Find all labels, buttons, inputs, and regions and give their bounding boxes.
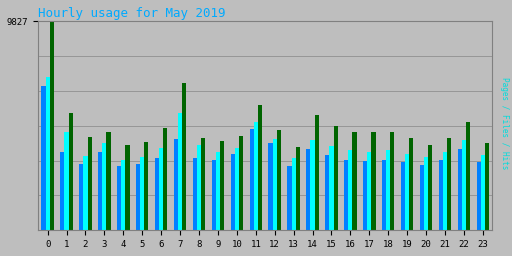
Bar: [306, 150, 310, 230]
Bar: [125, 145, 130, 230]
Bar: [481, 155, 485, 230]
Bar: [333, 126, 338, 230]
Bar: [466, 122, 470, 230]
Bar: [88, 137, 92, 230]
Bar: [60, 152, 65, 230]
Bar: [386, 151, 390, 230]
Bar: [79, 164, 83, 230]
Bar: [216, 152, 220, 230]
Bar: [439, 160, 443, 230]
Bar: [424, 157, 428, 230]
Bar: [117, 166, 121, 230]
Bar: [41, 86, 46, 230]
Bar: [443, 152, 447, 230]
Bar: [50, 21, 54, 230]
Bar: [462, 140, 466, 230]
Bar: [159, 148, 163, 230]
Bar: [405, 154, 409, 230]
Bar: [401, 162, 405, 230]
Bar: [83, 156, 88, 230]
Bar: [136, 164, 140, 230]
Bar: [314, 115, 319, 230]
Bar: [363, 161, 367, 230]
Bar: [428, 145, 432, 230]
Bar: [174, 139, 178, 230]
Bar: [420, 165, 424, 230]
Bar: [253, 122, 258, 230]
Bar: [409, 138, 413, 230]
Bar: [258, 105, 262, 230]
Bar: [352, 132, 356, 230]
Bar: [65, 132, 69, 230]
Bar: [390, 132, 394, 230]
Text: Pages / Files / Hits: Pages / Files / Hits: [500, 77, 509, 169]
Bar: [98, 152, 102, 230]
Bar: [485, 143, 489, 230]
Bar: [193, 158, 197, 230]
Bar: [178, 113, 182, 230]
Text: Hourly usage for May 2019: Hourly usage for May 2019: [38, 7, 226, 20]
Bar: [382, 160, 386, 230]
Bar: [268, 143, 272, 230]
Bar: [329, 146, 333, 230]
Bar: [234, 148, 239, 230]
Bar: [344, 160, 348, 230]
Bar: [291, 158, 295, 230]
Bar: [144, 142, 148, 230]
Bar: [325, 155, 329, 230]
Bar: [69, 113, 73, 230]
Bar: [249, 129, 253, 230]
Bar: [371, 132, 375, 230]
Bar: [447, 138, 451, 230]
Bar: [295, 147, 300, 230]
Bar: [106, 132, 111, 230]
Bar: [310, 140, 314, 230]
Bar: [121, 160, 125, 230]
Bar: [220, 141, 224, 230]
Bar: [287, 166, 291, 230]
Bar: [367, 152, 371, 230]
Bar: [348, 151, 352, 230]
Bar: [201, 138, 205, 230]
Bar: [277, 130, 281, 230]
Bar: [140, 157, 144, 230]
Bar: [230, 154, 234, 230]
Bar: [182, 83, 186, 230]
Bar: [197, 145, 201, 230]
Bar: [46, 77, 50, 230]
Bar: [211, 160, 216, 230]
Bar: [163, 128, 167, 230]
Bar: [458, 150, 462, 230]
Bar: [239, 136, 243, 230]
Bar: [155, 158, 159, 230]
Bar: [477, 162, 481, 230]
Bar: [272, 139, 277, 230]
Bar: [102, 143, 106, 230]
